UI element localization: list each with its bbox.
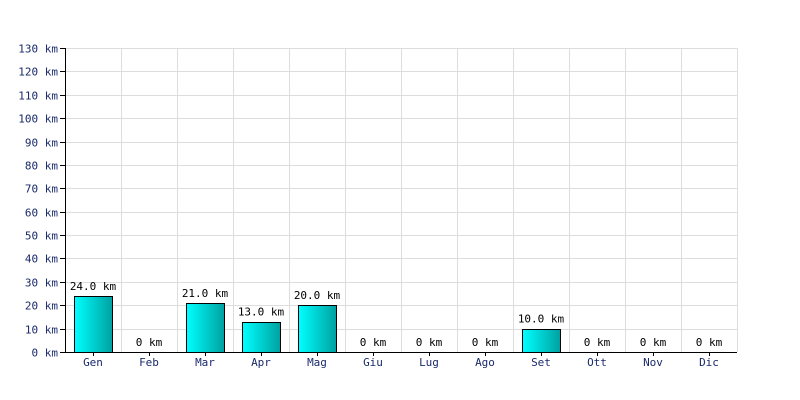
y-tick-label: 40 km	[25, 253, 58, 266]
x-tick-label: Ago	[475, 356, 495, 369]
x-tick-label: Feb	[139, 356, 159, 369]
bar	[74, 296, 113, 353]
data-label: 21.0 km	[182, 287, 229, 300]
y-tick-label: 120 km	[18, 66, 58, 79]
x-tick-label: Ott	[587, 356, 607, 369]
x-tick-label: Nov	[643, 356, 663, 369]
y-tick-label: 60 km	[25, 207, 58, 220]
bar	[522, 329, 561, 353]
bar	[186, 303, 225, 353]
x-tick-label: Lug	[419, 356, 439, 369]
y-tick-label: 80 km	[25, 160, 58, 173]
y-tick-label: 50 km	[25, 230, 58, 243]
x-tick-label: Mag	[307, 356, 327, 369]
data-label: 0 km	[136, 336, 163, 349]
bar	[242, 322, 281, 353]
y-tick-label: 30 km	[25, 277, 58, 290]
y-tick-label: 90 km	[25, 137, 58, 150]
grid-layer	[65, 48, 738, 352]
y-tick-label: 70 km	[25, 183, 58, 196]
y-tick-label: 20 km	[25, 300, 58, 313]
data-label: 0 km	[584, 336, 611, 349]
x-tick-label: Mar	[195, 356, 215, 369]
x-tick-label: Set	[531, 356, 551, 369]
y-tick-label: 130 km	[18, 43, 58, 56]
x-tick-label: Apr	[251, 356, 271, 369]
x-tick-label: Giu	[363, 356, 383, 369]
data-label: 10.0 km	[518, 313, 565, 326]
data-label: 20.0 km	[294, 289, 341, 302]
bar	[298, 305, 337, 353]
y-tick-label: 0 km	[32, 347, 59, 360]
axis-layer	[60, 48, 737, 356]
data-label: 0 km	[696, 336, 723, 349]
data-label: 24.0 km	[70, 280, 117, 293]
y-tick-label: 110 km	[18, 90, 58, 103]
x-tick-label: Gen	[83, 356, 103, 369]
y-tick-label: 100 km	[18, 113, 58, 126]
x-tick-label: Dic	[699, 356, 719, 369]
y-tick-label: 10 km	[25, 324, 58, 337]
data-label: 0 km	[360, 336, 387, 349]
data-label: 0 km	[640, 336, 667, 349]
data-label: 13.0 km	[238, 306, 285, 319]
label-layer: 0 km 10 km 20 km 30 km 40 km 50 km 60 km 70 km 8…	[18, 43, 722, 370]
data-label: 0 km	[416, 336, 443, 349]
data-label: 0 km	[472, 336, 499, 349]
